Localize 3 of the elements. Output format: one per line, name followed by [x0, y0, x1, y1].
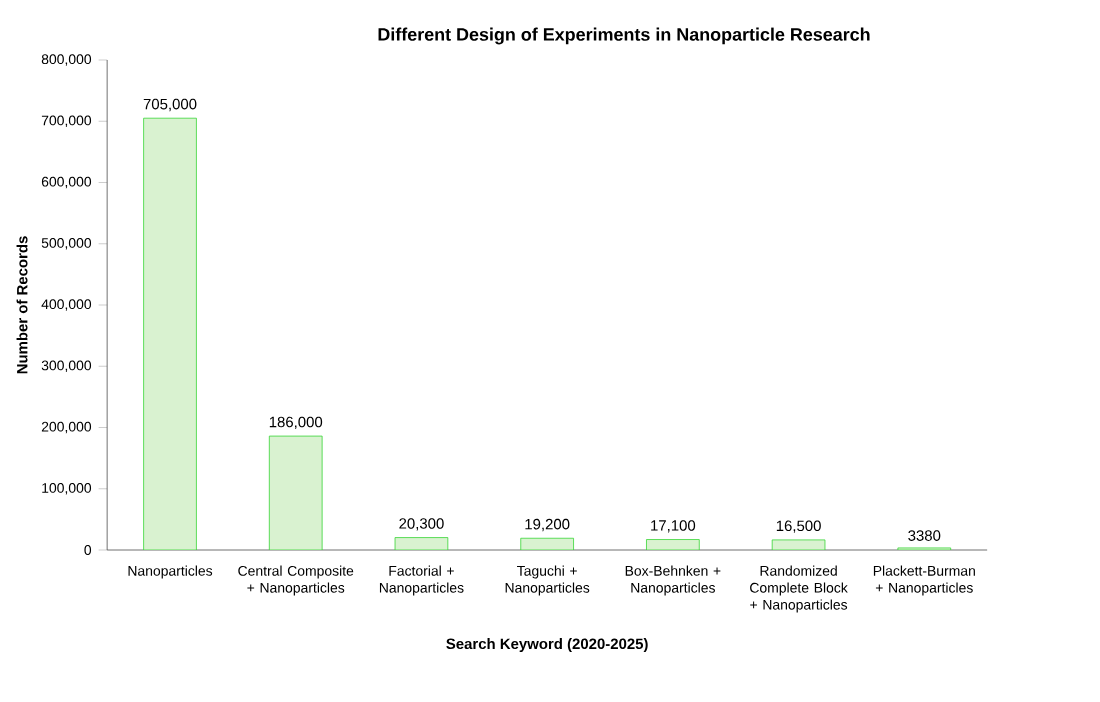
chart-title: Different Design of Experiments in Nanoparticle Research	[378, 27, 870, 45]
bar	[268, 435, 323, 550]
bar	[143, 117, 197, 550]
